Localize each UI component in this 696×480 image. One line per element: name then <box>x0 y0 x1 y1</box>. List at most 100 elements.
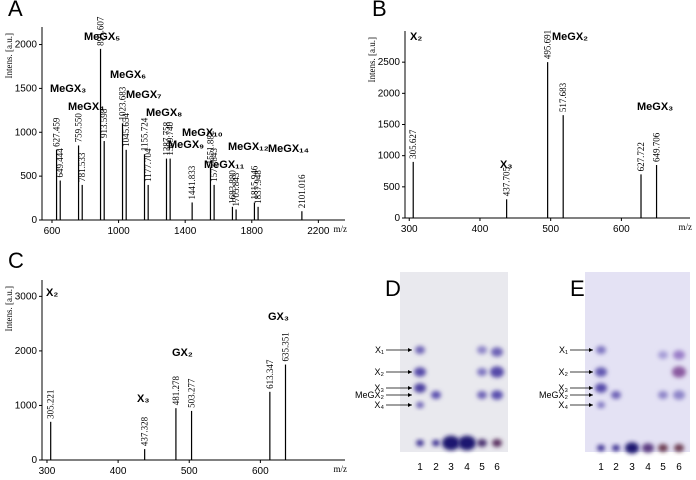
peak-label: 649.444 <box>55 148 65 178</box>
peak-label: 1837.948 <box>253 170 263 204</box>
lane-label: 5 <box>660 462 666 473</box>
marker-label: X₂ <box>375 367 385 377</box>
peak-label: 1705.843 <box>231 172 241 206</box>
peak-label: 495.691 <box>543 30 553 59</box>
lane-label: 6 <box>494 462 500 473</box>
peak-label: 759.550 <box>74 113 84 143</box>
peak-label: 437.705 <box>502 167 512 197</box>
annotation: X₂ <box>410 31 422 43</box>
tlc-spot <box>625 442 639 454</box>
y-tick-label: 2000 <box>15 40 38 51</box>
x-tick-label: 600 <box>613 224 630 235</box>
tlc-spot <box>595 367 607 377</box>
y-tick-label: 1500 <box>15 83 38 94</box>
peak-label: 305.627 <box>408 129 418 159</box>
annotation: X₂ <box>46 287 58 299</box>
peak-label: 613.347 <box>265 359 275 389</box>
lane-label: 5 <box>479 462 485 473</box>
peak-label: 913.598 <box>99 108 109 138</box>
peak-label: 1177.704 <box>143 148 153 182</box>
peak-label: 2101.016 <box>297 174 307 208</box>
tlc-spot <box>491 347 503 357</box>
annotation: MeGX₁₀ <box>182 127 223 139</box>
x-tick-label: 1000 <box>107 226 130 237</box>
x-tick-label: 400 <box>110 466 127 477</box>
tlc-spot <box>492 439 502 447</box>
x-axis-label: m/z <box>334 224 348 234</box>
lane-label: 6 <box>676 462 682 473</box>
x-tick-label: 500 <box>542 224 559 235</box>
tlc-plate <box>400 272 508 452</box>
arrow-head <box>408 348 412 352</box>
y-tick-label: 0 <box>394 213 400 224</box>
peak-label: 503.277 <box>187 378 197 408</box>
tlc-spot <box>490 366 504 378</box>
peak-label: 305.221 <box>46 390 56 419</box>
annotation: X₃ <box>500 159 512 171</box>
tlc-spot <box>674 444 684 452</box>
peak-label: 891.607 <box>96 16 106 46</box>
marker-label: X₁ <box>559 345 568 355</box>
tlc-spot <box>415 346 425 354</box>
x-tick-label: 500 <box>181 466 198 477</box>
peak-label: 1551.882 <box>205 131 215 165</box>
panel-label: B <box>372 0 387 21</box>
x-tick-label: 400 <box>472 224 489 235</box>
peak-label: 627.459 <box>52 117 62 147</box>
arrow-head <box>408 403 412 407</box>
lane-label: 1 <box>417 462 423 473</box>
tlc-spot <box>414 383 426 393</box>
x-tick-label: 600 <box>44 226 61 237</box>
tlc-spot <box>458 435 476 451</box>
peak-label: 627.722 <box>636 142 646 171</box>
marker-label: MeGX₂ <box>355 390 385 400</box>
x-axis-label: m/z <box>334 464 348 474</box>
tlc-spot <box>595 383 607 393</box>
annotation: MeGX₈ <box>146 107 182 119</box>
x-tick-label: 2200 <box>307 226 330 237</box>
peak-label: 1287.758 <box>161 121 171 155</box>
tlc-spot <box>597 444 605 452</box>
panel-label: C <box>8 248 24 273</box>
x-tick-label: 300 <box>401 224 418 235</box>
lane-label: 3 <box>448 462 454 473</box>
peak-label: 1441.833 <box>187 165 197 199</box>
tlc-spot <box>416 401 424 409</box>
x-tick-label: 300 <box>39 466 56 477</box>
annotation: MeGX₆ <box>110 69 146 81</box>
y-tick-label: 0 <box>31 455 37 466</box>
marker-label: X₄ <box>558 400 568 410</box>
marker-label: X₂ <box>559 367 569 377</box>
y-axis-label: Intens. [a.u.] <box>4 286 14 331</box>
arrow-head <box>589 348 593 352</box>
arrow-head <box>408 393 412 397</box>
peak-label: 1309.740 <box>165 121 175 155</box>
x-tick-label: 600 <box>252 466 269 477</box>
lane-label: 2 <box>613 462 619 473</box>
tlc-spot <box>658 391 668 399</box>
y-tick-label: 2000 <box>15 346 38 357</box>
peak-label: 1573.843 <box>209 148 219 182</box>
tlc-spot <box>414 367 426 377</box>
lane-label: 4 <box>645 462 651 473</box>
annotation: MeGX₇ <box>126 89 162 101</box>
tlc-spot <box>658 444 668 452</box>
y-tick-label: 2500 <box>378 57 401 68</box>
tlc-spot <box>477 391 487 399</box>
peak-label: 781.533 <box>77 152 87 182</box>
y-tick-label: 500 <box>20 171 37 182</box>
tlc-spot <box>432 439 440 447</box>
tlc-spot <box>612 444 620 452</box>
y-tick-label: 1000 <box>15 400 38 411</box>
annotation: MeGX₂ <box>552 31 588 43</box>
peak-label: 437.328 <box>140 416 150 446</box>
panel-label: D <box>385 276 401 301</box>
arrow-head <box>589 393 593 397</box>
annotation: MeGX₁₄ <box>268 143 309 155</box>
y-axis-label: Intens. [a.u.] <box>4 33 14 78</box>
peak-label: 517.683 <box>558 82 568 112</box>
y-axis-label: Intens. [a.u.] <box>367 37 377 82</box>
peak-label: 1683.880 <box>227 170 237 204</box>
tlc-spot <box>477 439 487 447</box>
